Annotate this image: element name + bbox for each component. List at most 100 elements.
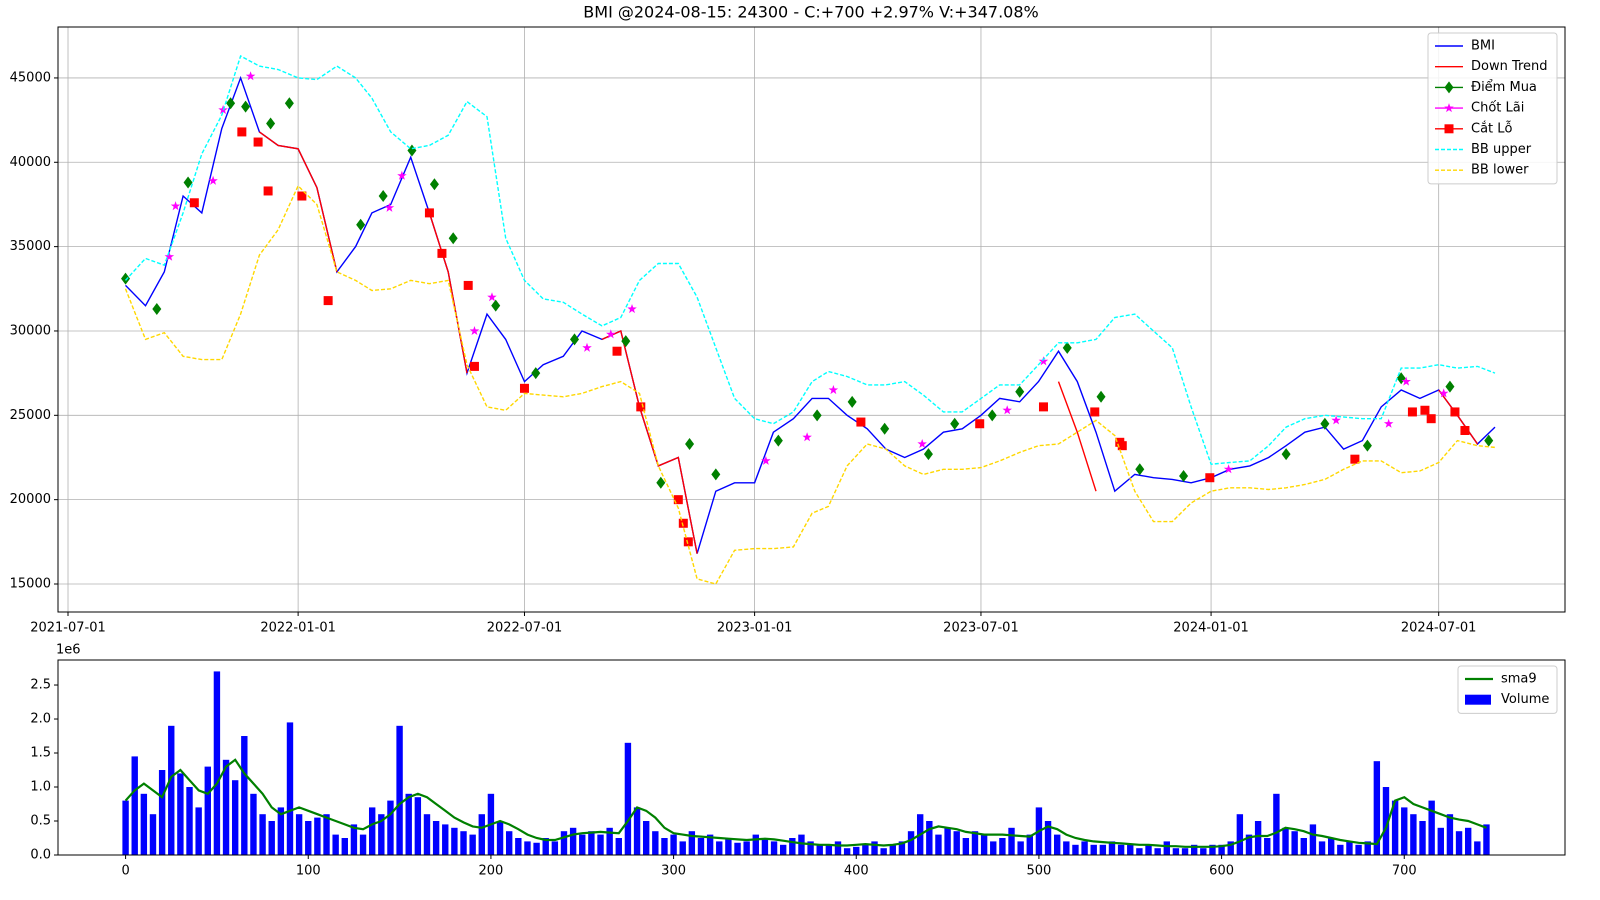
volume-bar <box>405 793 412 855</box>
buy-marker <box>812 409 822 422</box>
volume-bar <box>779 844 787 855</box>
profit-marker <box>245 71 256 81</box>
volume-bar <box>579 834 586 855</box>
volume-bar <box>880 848 887 855</box>
volume-bar <box>560 831 568 855</box>
y-offset-label: 1e6 <box>56 643 81 658</box>
volume-bar <box>615 838 622 855</box>
x-tick-label: 400 <box>844 864 869 879</box>
y-tick-label: 25000 <box>10 408 51 423</box>
volume-bar <box>1218 844 1225 855</box>
volume-bar <box>807 841 814 855</box>
volume-bar <box>478 814 485 855</box>
volume-bar <box>1355 844 1362 855</box>
x-tick-label: 2021-07-01 <box>30 621 106 636</box>
volume-bar <box>168 725 175 855</box>
stoploss-marker <box>678 518 688 528</box>
x-tick-label: 200 <box>479 864 504 879</box>
volume-bar <box>1300 838 1307 855</box>
y-tick-label: 35000 <box>10 239 51 254</box>
legend-label: Điểm Mua <box>1471 80 1537 95</box>
volume-bar <box>1127 844 1134 855</box>
buy-marker <box>226 97 236 110</box>
volume-bar <box>314 817 321 855</box>
volume-bar <box>332 834 339 855</box>
stoploss-marker <box>469 361 479 371</box>
stoploss-marker <box>683 537 693 547</box>
volume-bar <box>149 814 157 855</box>
volume-bar <box>652 831 659 855</box>
buy-marker <box>241 100 251 113</box>
volume-bar <box>1236 814 1244 855</box>
volume-bar <box>1172 848 1180 855</box>
x-tick-label: 2022-01-01 <box>260 621 336 636</box>
volume-bar <box>1264 838 1271 855</box>
volume-bar <box>505 831 513 855</box>
buy-marker <box>570 333 580 346</box>
plot-frame <box>57 659 1566 856</box>
volume-bar <box>1373 761 1381 855</box>
volume-bar <box>1309 824 1317 855</box>
profit-marker <box>1331 415 1341 425</box>
volume-bar <box>186 787 193 855</box>
volume-bar <box>907 831 915 855</box>
volume-bar <box>588 831 595 855</box>
volume-bar <box>1364 841 1371 855</box>
stoploss-marker <box>673 495 683 505</box>
volume-bar <box>990 841 997 855</box>
volume-bar <box>999 838 1006 855</box>
buy-marker <box>1096 390 1106 403</box>
volume-bar <box>396 725 403 855</box>
buy-marker <box>880 422 890 435</box>
volume-bar <box>378 814 385 855</box>
y-tick-label: 40000 <box>10 155 51 170</box>
stoploss-marker <box>297 191 307 201</box>
legend-label: Down Trend <box>1471 59 1548 74</box>
volume-bar <box>533 842 540 855</box>
volume-bar <box>305 821 312 855</box>
volume-bar <box>387 800 394 855</box>
volume-bar <box>1410 814 1417 855</box>
x-tick-label: 0 <box>121 864 129 879</box>
volume-bar <box>1227 841 1234 855</box>
volume-bar <box>524 841 531 855</box>
volume-bar <box>259 814 266 855</box>
volume-bar <box>834 841 842 855</box>
buy-marker <box>121 272 131 285</box>
stoploss-marker <box>1444 124 1454 134</box>
series-line <box>125 75 1496 554</box>
y-tick-label: 30000 <box>10 323 51 338</box>
stoploss-marker <box>1460 425 1470 435</box>
y-tick-label: 1.0 <box>30 780 51 795</box>
x-tick-label: 2023-07-01 <box>943 621 1019 636</box>
buy-marker <box>1179 470 1189 483</box>
volume-bar <box>1446 814 1454 855</box>
legend-label: Cắt Lỗ <box>1471 121 1513 136</box>
series-line <box>124 758 1487 848</box>
volume-bar <box>843 848 851 855</box>
x-tick-label: 500 <box>1027 864 1052 879</box>
profit-marker <box>802 432 812 442</box>
stoploss-marker <box>856 417 866 427</box>
x-tick-label: 2023-01-01 <box>717 621 793 636</box>
buy-marker <box>1062 341 1072 354</box>
stoploss-marker <box>1407 407 1417 417</box>
stoploss-marker <box>424 208 434 218</box>
volume-bar <box>679 841 686 855</box>
buy-marker <box>356 218 366 231</box>
buy-marker <box>531 367 541 380</box>
legend-box <box>1427 32 1558 185</box>
plot-frame <box>57 26 1566 613</box>
volume-bar <box>1117 844 1125 855</box>
profit-marker <box>828 385 839 395</box>
volume-bar <box>1391 800 1399 855</box>
volume-bar <box>825 844 833 855</box>
buy-marker <box>923 448 933 461</box>
volume-bar <box>213 671 221 855</box>
stoploss-marker <box>1350 454 1360 464</box>
x-tick-label: 700 <box>1392 864 1417 879</box>
volume-bar <box>158 770 166 855</box>
legend-label: BB upper <box>1471 142 1532 157</box>
legend-label: BB lower <box>1471 163 1529 178</box>
profit-marker <box>761 455 771 465</box>
